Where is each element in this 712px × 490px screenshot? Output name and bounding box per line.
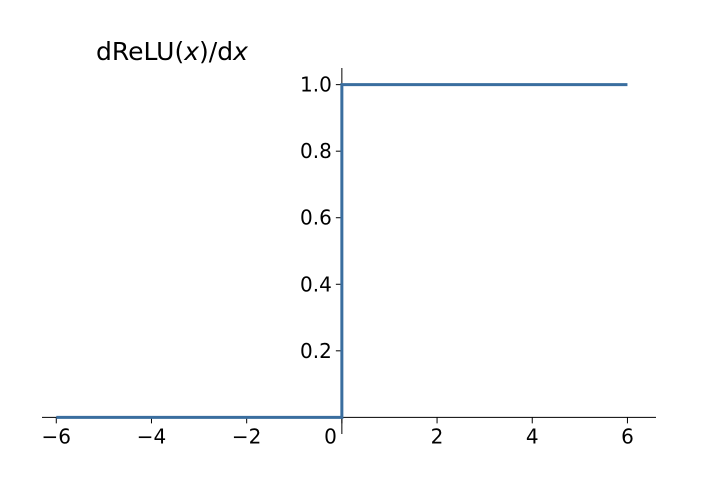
axes <box>42 68 656 434</box>
chart-title: dReLU(x)/dx <box>96 37 248 66</box>
y-tick-label: 0.2 <box>300 339 332 363</box>
y-tick-label: 1.0 <box>300 73 332 97</box>
ticks: −6 −4 −2 0 2 4 6 0.2 0.4 0.6 0.8 1.0 <box>42 73 634 449</box>
x-tick-label: 4 <box>526 424 539 448</box>
x-tick-label: 2 <box>431 424 444 448</box>
x-tick-label: −2 <box>232 424 261 448</box>
x-tick-label: 0 <box>324 424 337 448</box>
x-tick-label: 6 <box>621 424 634 448</box>
y-tick-label: 0.6 <box>300 206 332 230</box>
y-tick-label: 0.8 <box>300 139 332 163</box>
series <box>56 83 628 419</box>
x-tick-label: −4 <box>137 424 166 448</box>
x-tick-label: −6 <box>42 424 71 448</box>
y-tick-label: 0.4 <box>300 272 332 296</box>
series-line <box>56 83 628 419</box>
